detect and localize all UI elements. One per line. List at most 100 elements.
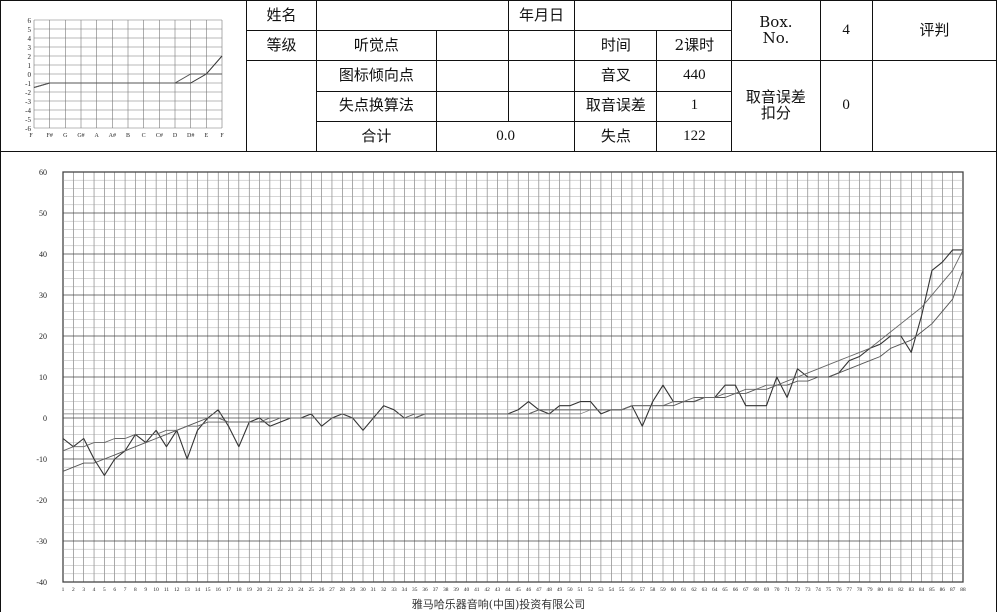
- mini-y-tick: -4: [25, 107, 31, 115]
- main-x-tick: 75: [826, 587, 832, 593]
- main-y-tick: 0: [43, 414, 47, 423]
- main-x-tick: 64: [712, 587, 718, 593]
- fork-value: 440: [656, 60, 733, 92]
- main-x-tick: 39: [453, 587, 459, 593]
- mini-y-tick: 6: [28, 17, 32, 25]
- main-x-tick: 21: [267, 587, 273, 593]
- main-x-tick: 26: [319, 587, 325, 593]
- main-x-tick: 25: [309, 587, 315, 593]
- mini-chart-cell: [0, 0, 248, 152]
- main-y-tick: 60: [39, 168, 47, 177]
- main-x-tick: 28: [340, 587, 346, 593]
- mini-y-tick: -5: [25, 116, 31, 124]
- main-x-tick: 55: [619, 587, 625, 593]
- main-x-tick: 67: [743, 587, 749, 593]
- main-x-tick: 51: [578, 587, 584, 593]
- main-x-tick: 53: [598, 587, 604, 593]
- total-label: 合计: [315, 120, 437, 153]
- main-series-line: [62, 270, 964, 472]
- main-x-tick: 42: [484, 587, 490, 593]
- main-x-tick: 68: [753, 587, 759, 593]
- main-x-tick: 66: [733, 587, 739, 593]
- mini-series-line: [33, 73, 222, 88]
- pitch-error-label: 取音误差: [574, 90, 658, 122]
- main-x-tick: 8: [134, 587, 137, 593]
- main-x-tick: 16: [215, 587, 221, 593]
- date-value[interactable]: [574, 0, 733, 32]
- mini-y-tick: 1: [28, 62, 32, 70]
- main-x-tick: 23: [288, 587, 294, 593]
- mini-y-tick: 2: [28, 53, 32, 61]
- main-y-tick: 10: [39, 373, 47, 382]
- grade-value[interactable]: [246, 60, 317, 152]
- graph-tendency-extra: [507, 60, 576, 92]
- main-x-tick: 44: [505, 587, 511, 593]
- main-x-tick: 32: [381, 587, 387, 593]
- main-y-tick: 40: [39, 250, 47, 259]
- main-series-line: [62, 249, 963, 476]
- name-value[interactable]: [315, 0, 509, 32]
- main-x-tick: 76: [836, 587, 842, 593]
- main-x-tick: 79: [867, 587, 873, 593]
- main-x-tick: 24: [298, 587, 304, 593]
- main-x-tick: 29: [350, 587, 356, 593]
- main-x-tick: 18: [236, 587, 242, 593]
- main-y-tick: -30: [36, 537, 47, 546]
- main-x-tick: 86: [940, 587, 946, 593]
- main-x-tick: 82: [898, 587, 904, 593]
- mini-x-tick: C: [142, 133, 146, 139]
- pitch-error-value: 1: [656, 90, 733, 122]
- main-y-tick: -20: [36, 496, 47, 505]
- main-x-tick: 41: [474, 587, 480, 593]
- main-x-tick: 61: [681, 587, 687, 593]
- main-x-tick: 73: [805, 587, 811, 593]
- grade-label: 等级: [246, 30, 317, 62]
- main-x-tick: 36: [422, 587, 428, 593]
- main-x-tick: 47: [536, 587, 542, 593]
- mini-x-tick: G#: [77, 133, 84, 139]
- main-y-tick: 20: [39, 332, 47, 341]
- main-x-tick: 35: [412, 587, 418, 593]
- main-x-tick: 10: [153, 587, 159, 593]
- main-x-tick: 4: [93, 587, 96, 593]
- main-x-tick: 74: [815, 587, 821, 593]
- main-x-tick: 40: [464, 587, 470, 593]
- main-x-tick: 58: [650, 587, 656, 593]
- lost-points-value[interactable]: [435, 90, 509, 122]
- company-footer: 雅马哈乐器音响(中国)投资有限公司: [411, 598, 586, 611]
- main-x-tick: 27: [329, 587, 335, 593]
- main-x-tick: 87: [950, 587, 956, 593]
- main-x-tick: 3: [82, 587, 85, 593]
- main-x-tick: 72: [795, 587, 801, 593]
- main-x-tick: 34: [402, 587, 408, 593]
- graph-tendency-label: 图标倾向点: [315, 60, 437, 92]
- main-x-tick: 19: [247, 587, 253, 593]
- deduction-label: 取音误差 扣分: [731, 60, 821, 152]
- main-x-tick: 88: [960, 587, 966, 593]
- name-label: 姓名: [246, 0, 317, 32]
- mini-y-tick: 0: [28, 71, 32, 79]
- main-x-tick: 20: [257, 587, 263, 593]
- main-x-tick: 49: [557, 587, 563, 593]
- main-x-tick: 43: [495, 587, 501, 593]
- judge-value[interactable]: [871, 60, 997, 152]
- main-x-tick: 57: [640, 587, 646, 593]
- date-label: 年月日: [507, 0, 576, 32]
- total-value: 0.0: [435, 120, 576, 153]
- mini-x-tick: F: [220, 133, 224, 139]
- main-y-tick: -10: [36, 455, 47, 464]
- time-label: 时间: [574, 30, 658, 62]
- lost-label: 失点: [574, 120, 658, 153]
- main-series-line: [62, 249, 964, 452]
- main-x-tick: 65: [722, 587, 728, 593]
- mini-x-tick: C#: [156, 133, 163, 139]
- lost-points-label: 失点换算法: [315, 90, 437, 122]
- deduction-value: 0: [819, 60, 873, 152]
- lost-points-extra: [507, 90, 576, 122]
- mini-x-tick: D#: [187, 133, 194, 139]
- listening-value[interactable]: [435, 30, 509, 62]
- main-x-tick: 7: [124, 587, 127, 593]
- main-x-tick: 48: [547, 587, 553, 593]
- graph-tendency-value[interactable]: [435, 60, 509, 92]
